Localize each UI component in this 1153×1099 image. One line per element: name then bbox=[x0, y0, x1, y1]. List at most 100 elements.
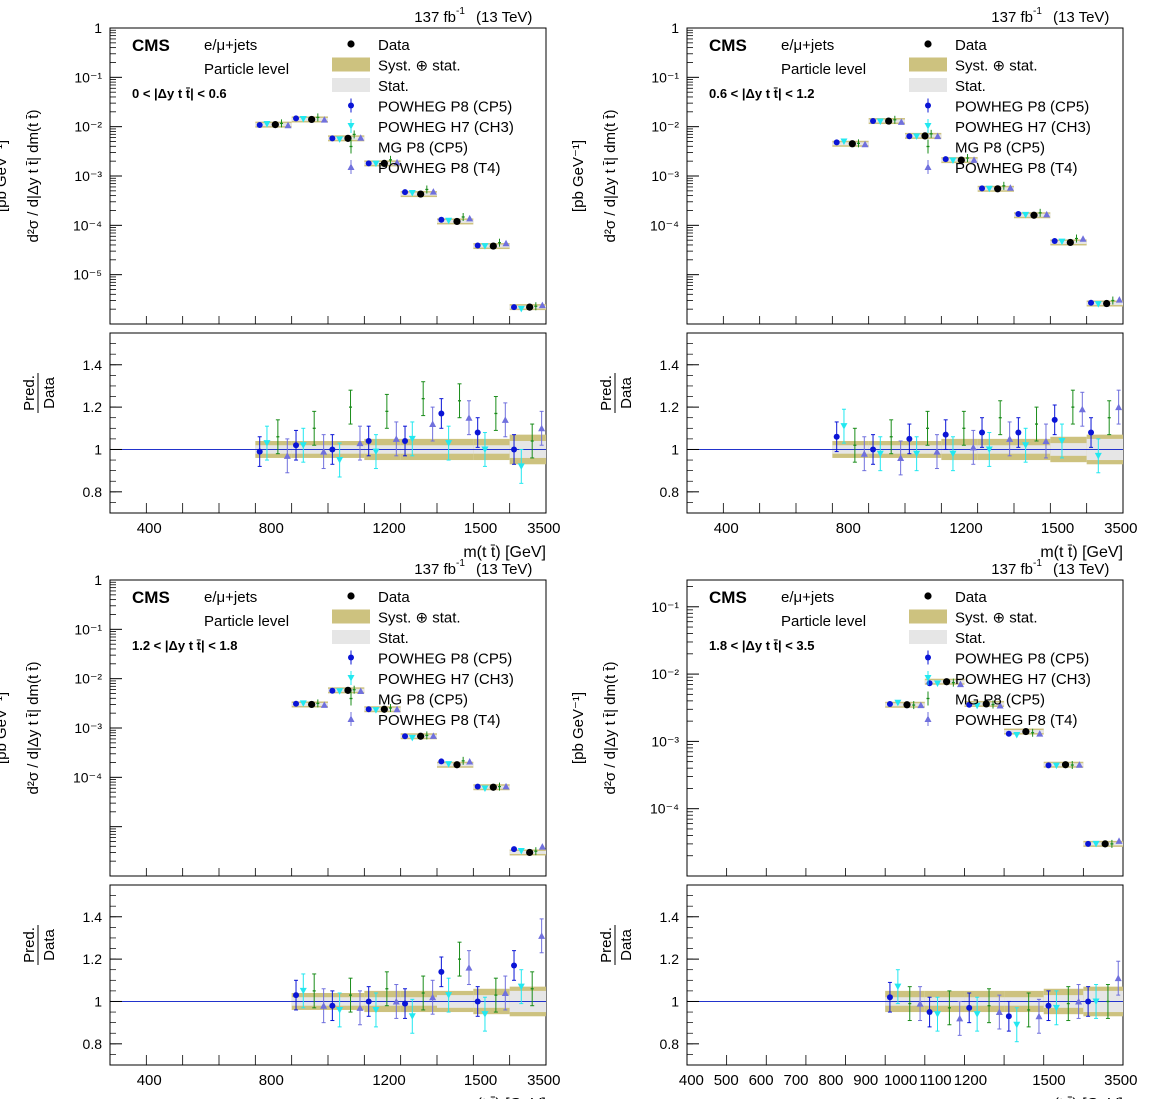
powheg-cp5-ratio-point bbox=[402, 1000, 409, 1007]
powheg-cp5-ratio-point bbox=[870, 446, 877, 453]
x-tick-label: 800 bbox=[259, 1072, 284, 1089]
ratio-pad: 0.8 1 1.2 1.4 400 800 1200 1500 3500 m(t t̄) [GeV… bbox=[21, 884, 561, 1099]
powheg-ch3-ratio-point bbox=[894, 983, 902, 991]
legend-entry-label: Stat. bbox=[378, 630, 409, 647]
x-axis-title: m(t t̄) [GeV] bbox=[463, 544, 546, 561]
ratio-y-title: Pred. Data bbox=[598, 373, 635, 413]
powheg-t4-point bbox=[897, 118, 905, 125]
legend-marker bbox=[347, 40, 355, 48]
y-tick-label: 10⁻¹ bbox=[651, 599, 679, 615]
powheg-ch3-point bbox=[299, 700, 307, 707]
data-point bbox=[489, 242, 497, 250]
y-axis-title: d²σ / d|Δy t t̄| dm(t t̄) [pb GeV⁻¹] bbox=[0, 110, 42, 243]
powheg-t4-ratio-point bbox=[320, 448, 328, 455]
ratio-y-title: Pred. Data bbox=[21, 373, 58, 413]
legend-swatch bbox=[332, 609, 370, 624]
data-point bbox=[885, 117, 893, 125]
data-point bbox=[344, 134, 352, 142]
legend-entry-label: POWHEG P8 (CP5) bbox=[955, 651, 1089, 668]
data-point bbox=[271, 121, 279, 129]
powheg-ch3-point bbox=[445, 761, 453, 768]
powheg-ch3-ratio-point bbox=[372, 448, 380, 456]
powheg-ch3-point bbox=[1092, 840, 1100, 848]
y-tick-label: 10⁻³ bbox=[651, 168, 679, 184]
legend: Data Syst. ⊕ stat. Stat. POWHEG P8 (CP5) POW… bbox=[332, 589, 514, 729]
powheg-ch3-ratio-point bbox=[1052, 1004, 1060, 1012]
cms-label: CMS bbox=[132, 36, 170, 55]
powheg-ch3-ratio-point bbox=[517, 463, 525, 470]
data-point bbox=[417, 732, 425, 740]
powheg-ch3-point bbox=[1058, 238, 1066, 246]
powheg-cp5-ratio-point bbox=[511, 446, 518, 453]
ratio-y-tick-label: 1.2 bbox=[660, 951, 680, 967]
powheg-cp5-ratio-point bbox=[906, 435, 913, 442]
powheg-cp5-point bbox=[1045, 762, 1052, 769]
powheg-t4-point bbox=[538, 843, 546, 850]
data-point bbox=[943, 678, 951, 686]
powheg-cp5-point bbox=[979, 185, 986, 192]
ratio-pad: 0.8 1 1.2 1.4 400 500 600 700 800 900 1000 1100 1200… bbox=[598, 884, 1138, 1099]
ratio-frame bbox=[109, 884, 547, 1066]
ratio-y-tick-label: 1.4 bbox=[660, 357, 680, 373]
ratio-pad: 0.8 1 1.2 1.4 400 800 1200 1500 3500 m(t t̄) [GeV… bbox=[598, 332, 1138, 561]
powheg-t4-ratio-point bbox=[392, 435, 400, 442]
cms-label: CMS bbox=[132, 588, 170, 607]
x-tick-label: 600 bbox=[749, 1072, 774, 1089]
powheg-t4-point bbox=[429, 732, 437, 739]
powheg-t4-ratio-point bbox=[501, 416, 509, 423]
powheg-ch3-point bbox=[408, 190, 416, 197]
powheg-ch3-ratio-point bbox=[1094, 452, 1102, 460]
powheg-t4-point bbox=[861, 140, 869, 148]
legend-entry-label: POWHEG H7 (CH3) bbox=[378, 671, 514, 688]
data-point bbox=[1103, 299, 1111, 308]
y-tick-label: 10⁻⁴ bbox=[73, 217, 102, 233]
powheg-ch3-ratio-point bbox=[299, 987, 307, 995]
powheg-t4-ratio-point bbox=[1115, 403, 1123, 411]
legend-entry-label: Syst. ⊕ stat. bbox=[955, 58, 1038, 75]
powheg-ch3-ratio-point bbox=[445, 440, 453, 447]
powheg-cp5-point bbox=[402, 733, 409, 740]
powheg-t4-ratio-point bbox=[538, 932, 546, 939]
main-frame bbox=[686, 579, 1124, 877]
powheg-t4-point bbox=[320, 116, 328, 123]
lumi-text: 137 fb bbox=[991, 561, 1033, 578]
main-pad: 1 10⁻¹ 10⁻² 10⁻³ 10⁻⁴ 10⁻⁵ CMS e/μ+jets Particle… bbox=[73, 20, 547, 325]
level-label: Particle level bbox=[204, 61, 289, 78]
powheg-cp5-ratio-point bbox=[329, 446, 336, 453]
powheg-t4-point bbox=[1006, 184, 1014, 191]
powheg-ch3-point bbox=[913, 133, 921, 140]
powheg-cp5-point bbox=[293, 115, 300, 122]
powheg-t4-point bbox=[320, 701, 328, 708]
y-tick-label: 10⁻³ bbox=[74, 720, 102, 736]
channel-label: e/μ+jets bbox=[781, 589, 834, 606]
energy-text: (13 TeV) bbox=[476, 9, 532, 26]
x-tick-label: 3500 bbox=[527, 1072, 560, 1089]
y-tick-label: 1 bbox=[94, 20, 102, 36]
x-tick-label: 1500 bbox=[1041, 520, 1074, 537]
powheg-ch3-point bbox=[1094, 301, 1102, 308]
powheg-cp5-point bbox=[438, 216, 445, 223]
powheg-t4-point bbox=[538, 301, 546, 309]
data-point bbox=[308, 700, 316, 709]
powheg-ch3-point bbox=[481, 243, 489, 250]
panel-3: 137 fb -1 (13 TeV) 1 10⁻¹ 10⁻² 10⁻³ 10⁻⁴ CMS e/μ+… bbox=[0, 558, 561, 1099]
ratio-title-denominator: Data bbox=[41, 377, 58, 409]
legend-swatch bbox=[332, 57, 370, 72]
powheg-t4-ratio-point bbox=[429, 420, 437, 428]
y-tick-label: 10⁻¹ bbox=[74, 621, 102, 637]
powheg-ch3-point bbox=[372, 707, 380, 714]
data-point bbox=[1022, 727, 1030, 736]
legend-entry-label: Stat. bbox=[955, 630, 986, 647]
powheg-cp5-ratio-point bbox=[474, 429, 481, 436]
powheg-ch3-point bbox=[481, 785, 489, 793]
legend-entry-label: MG P8 (CP5) bbox=[955, 140, 1045, 157]
legend: Data Syst. ⊕ stat. Stat. POWHEG P8 (CP5) POW… bbox=[332, 37, 514, 177]
powheg-ch3-point bbox=[336, 688, 344, 695]
ratio-y-tick-label: 1.2 bbox=[660, 399, 680, 415]
data-point bbox=[982, 700, 990, 708]
cms-label: CMS bbox=[709, 588, 747, 607]
x-tick-label: 1200 bbox=[372, 1072, 405, 1089]
powheg-cp5-point bbox=[1051, 238, 1058, 245]
x-tick-label: 400 bbox=[679, 1072, 704, 1089]
powheg-cp5-point bbox=[1088, 299, 1095, 306]
